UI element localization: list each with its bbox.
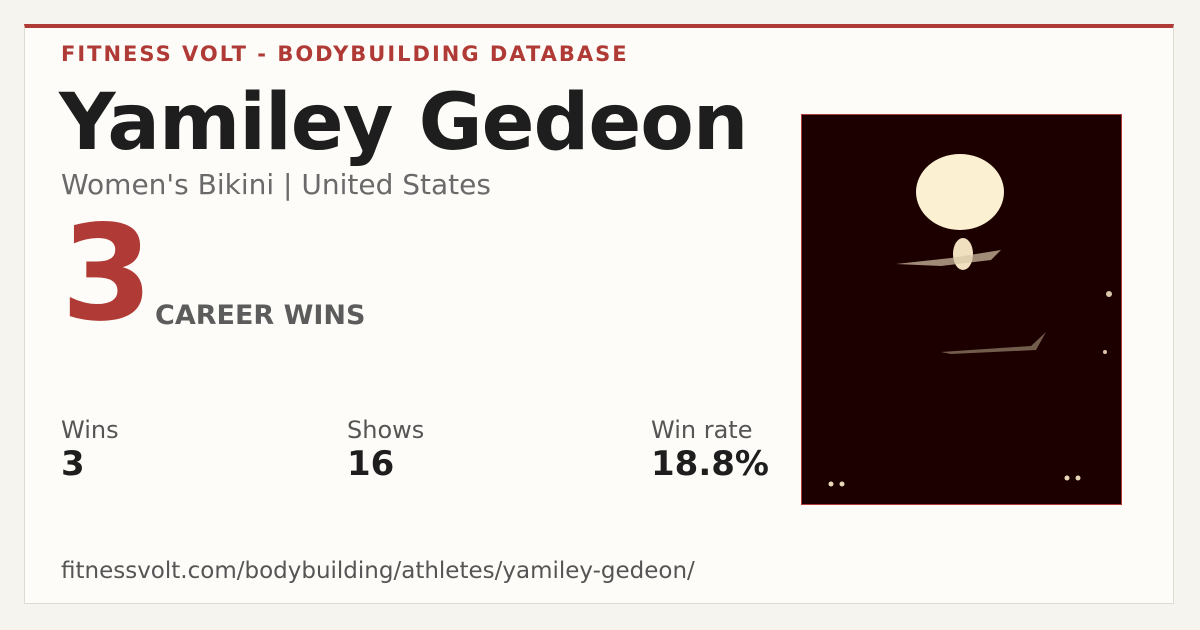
url: fitnessvolt.com/bodybuilding/athletes/ya… [61,558,695,584]
brand: FITNESS VOLT - BODYBUILDING DATABASE [61,42,629,66]
photo-figure [953,238,973,270]
photo-detail [1103,350,1107,354]
athlete-photo [801,114,1122,505]
stat-label: Wins [61,416,119,444]
stat-label: Shows [347,416,425,444]
photo-detail [828,481,834,487]
headline-label: CAREER WINS [155,300,366,331]
athlete-name: Yamiley Gedeon [59,78,748,168]
card: FITNESS VOLT - BODYBUILDING DATABASE Yam… [24,24,1174,604]
athlete-subtitle: Women's Bikini | United States [61,168,491,201]
photo-detail [1064,475,1070,481]
photo-detail [1075,475,1081,481]
stat-value: 16 [347,444,395,484]
photo-light [916,154,1004,230]
photo-detail [896,250,1001,266]
stat-label: Win rate [651,416,753,444]
stat-value: 18.8% [651,444,769,484]
stat-value: 3 [61,444,85,484]
photo-detail [941,332,1046,354]
photo-detail [839,481,845,487]
headline-value: 3 [61,197,153,351]
photo-detail [1106,291,1112,297]
